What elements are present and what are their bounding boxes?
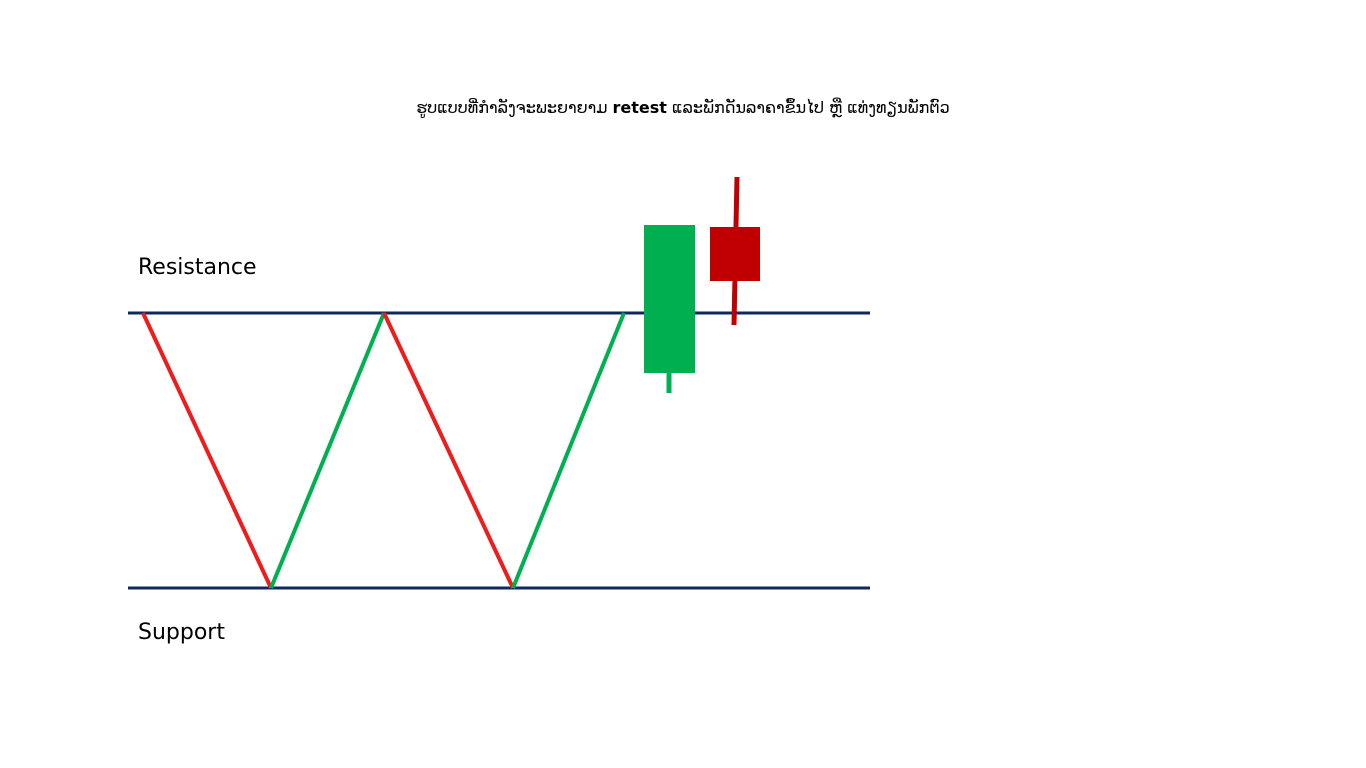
down-leg-2: [382, 312, 515, 589]
bullish-candle-body: [644, 225, 695, 373]
slide-title: ຮູບແບບທີ່ກຳລັງຈະພະຍາຍາມ retest ແລະພັກດັນ…: [0, 80, 1366, 136]
up-leg-2: [511, 312, 626, 589]
title-text-part1: ຮູບແບບທີ່ກຳລັງຈະພະຍາຍາມ: [416, 98, 613, 117]
support-label: Support: [138, 620, 225, 645]
up-leg-1: [269, 312, 386, 589]
resistance-label: Resistance: [138, 255, 257, 280]
title-text-part2: ແລະພັກດັນລາຄາຂຶ້ນໄປ ຫຼື ແທ່ງທຽນພັກຕົວ: [666, 98, 950, 117]
title-text-bold: retest: [612, 98, 667, 117]
bearish-candle-body: [710, 227, 760, 281]
down-leg-1: [141, 312, 273, 589]
